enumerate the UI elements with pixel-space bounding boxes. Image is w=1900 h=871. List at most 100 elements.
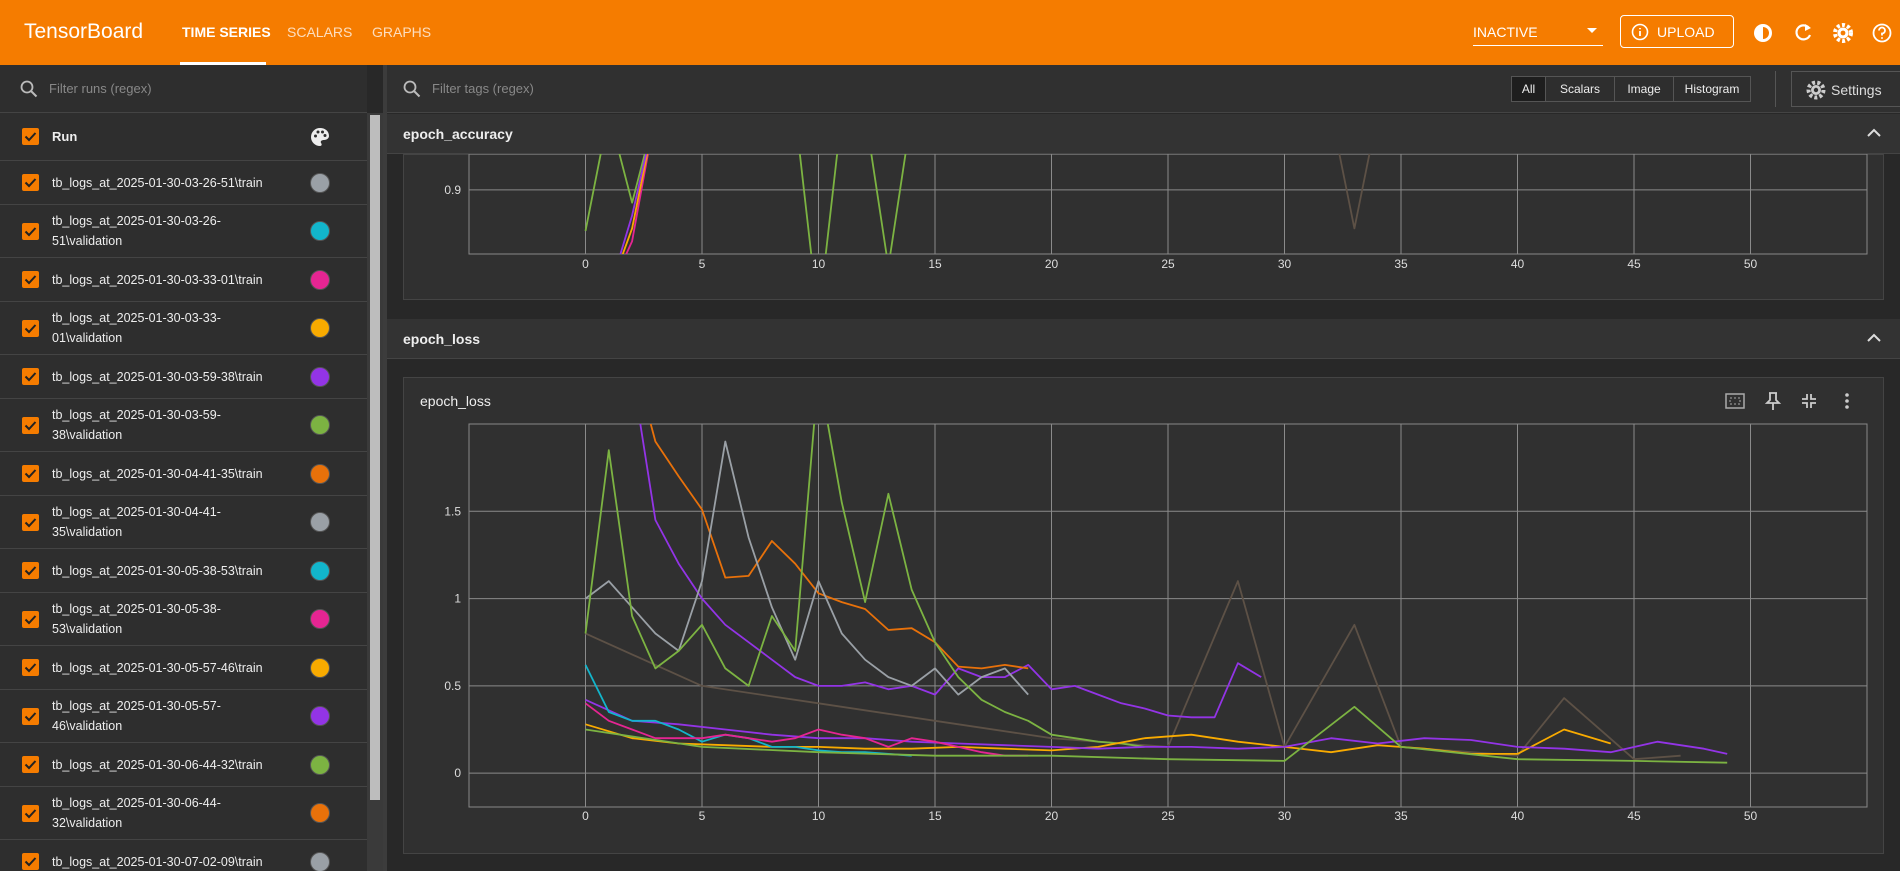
run-color[interactable] bbox=[310, 851, 330, 871]
checkbox-box bbox=[22, 319, 39, 337]
collapse-icon[interactable] bbox=[1867, 333, 1881, 343]
run-checkbox[interactable] bbox=[22, 610, 39, 628]
nav-tab[interactable]: TIME SERIES bbox=[182, 24, 271, 40]
upload-label: UPLOAD bbox=[1657, 24, 1715, 40]
run-row[interactable]: tb_logs_at_2025-01-30-04-41-35\train bbox=[0, 452, 367, 496]
x-tick-label: 0 bbox=[582, 257, 589, 271]
run-color[interactable] bbox=[310, 512, 330, 532]
run-row[interactable]: tb_logs_at_2025-01-30-03-33-01\validatio… bbox=[0, 302, 367, 355]
run-color[interactable] bbox=[310, 754, 330, 775]
run-name: tb_logs_at_2025-01-30-03-33-01\train bbox=[52, 272, 263, 287]
x-tick-label: 0 bbox=[582, 809, 589, 823]
filter-placeholder: Filter runs (regex) bbox=[49, 81, 152, 96]
status-dropdown[interactable]: INACTIVE bbox=[1473, 24, 1538, 40]
help-icon[interactable] bbox=[1872, 23, 1892, 43]
theme-icon[interactable] bbox=[1754, 24, 1772, 42]
search-icon bbox=[20, 80, 38, 98]
scrollbar-thumb[interactable] bbox=[370, 115, 380, 800]
run-row[interactable]: tb_logs_at_2025-01-30-03-26-51\train bbox=[0, 161, 367, 205]
run-color[interactable] bbox=[310, 366, 330, 387]
filter-tab[interactable]: Image bbox=[1614, 76, 1674, 102]
run-row[interactable]: tb_logs_at_2025-01-30-04-41-35\validatio… bbox=[0, 496, 367, 549]
run-row[interactable]: tb_logs_at_2025-01-30-05-57-46\validatio… bbox=[0, 690, 367, 743]
series-line bbox=[619, 154, 648, 254]
run-checkbox[interactable] bbox=[22, 853, 39, 870]
refresh-icon[interactable] bbox=[1795, 24, 1812, 41]
run-filter[interactable]: Filter runs (regex) bbox=[0, 65, 367, 113]
x-tick-label: 20 bbox=[1045, 257, 1059, 271]
separator bbox=[1775, 71, 1776, 107]
run-checkbox[interactable] bbox=[22, 562, 39, 579]
run-color[interactable] bbox=[310, 609, 330, 629]
run-color[interactable] bbox=[310, 706, 330, 726]
run-row[interactable]: tb_logs_at_2025-01-30-06-44-32\validatio… bbox=[0, 787, 367, 840]
run-checkbox[interactable] bbox=[22, 804, 39, 822]
filter-tab[interactable]: Histogram bbox=[1673, 76, 1751, 102]
run-color[interactable] bbox=[310, 463, 330, 484]
checkbox-check bbox=[24, 663, 37, 673]
checkbox-box bbox=[22, 756, 39, 773]
run-name: tb_logs_at_2025-01-30-04-41-35\validatio… bbox=[52, 505, 221, 539]
run-row[interactable]: tb_logs_at_2025-01-30-07-02-09\train bbox=[0, 840, 367, 871]
run-checkbox[interactable] bbox=[22, 659, 39, 676]
run-name: tb_logs_at_2025-01-30-05-38-53\train bbox=[52, 563, 263, 578]
filter-placeholder[interactable]: Filter tags (regex) bbox=[432, 81, 534, 96]
run-checkbox[interactable] bbox=[22, 368, 39, 385]
run-color[interactable] bbox=[310, 560, 330, 581]
run-checkbox[interactable] bbox=[22, 174, 39, 191]
x-tick-label: 10 bbox=[812, 809, 826, 823]
y-tick-label: 1 bbox=[454, 592, 461, 606]
run-checkbox[interactable] bbox=[22, 465, 39, 482]
more-icon[interactable] bbox=[1845, 393, 1849, 409]
run-checkbox[interactable] bbox=[22, 319, 39, 337]
run-row[interactable]: tb_logs_at_2025-01-30-03-26-51\validatio… bbox=[0, 205, 367, 258]
run-color[interactable] bbox=[310, 803, 330, 823]
x-tick-label: 25 bbox=[1161, 257, 1175, 271]
run-color[interactable] bbox=[310, 415, 330, 435]
toolbar-icons bbox=[1754, 23, 1892, 43]
run-color[interactable] bbox=[310, 221, 330, 241]
run-row[interactable]: tb_logs_at_2025-01-30-03-33-01\train bbox=[0, 258, 367, 302]
run-color[interactable] bbox=[310, 172, 330, 193]
run-row[interactable]: tb_logs_at_2025-01-30-05-57-46\train bbox=[0, 646, 367, 690]
pin-icon[interactable] bbox=[1764, 392, 1782, 410]
run-row[interactable]: tb_logs_at_2025-01-30-03-59-38\train bbox=[0, 355, 367, 399]
sidebar-scrollbar[interactable] bbox=[367, 113, 383, 871]
run-row[interactable]: tb_logs_at_2025-01-30-03-59-38\validatio… bbox=[0, 399, 367, 452]
run-checkbox[interactable] bbox=[22, 756, 39, 773]
palette-icon[interactable] bbox=[310, 127, 330, 147]
filter-tab[interactable]: All bbox=[1511, 76, 1546, 102]
collapse-icon[interactable] bbox=[1802, 394, 1816, 408]
checkbox-check bbox=[24, 178, 37, 188]
upload-button[interactable]: UPLOAD bbox=[1620, 15, 1734, 48]
run-color[interactable] bbox=[310, 657, 330, 678]
run-color[interactable] bbox=[310, 269, 330, 290]
run-checkbox[interactable] bbox=[22, 707, 39, 725]
checkbox-box bbox=[22, 610, 39, 628]
series-line bbox=[584, 154, 907, 254]
divider bbox=[383, 65, 387, 871]
nav-tab[interactable]: GRAPHS bbox=[372, 24, 432, 40]
series-line bbox=[585, 698, 1728, 755]
collapse-icon[interactable] bbox=[1867, 128, 1881, 138]
run-checkbox[interactable] bbox=[22, 222, 39, 240]
series-line bbox=[649, 424, 1029, 670]
y-tick-label: 0 bbox=[454, 766, 461, 780]
run-checkbox[interactable] bbox=[22, 416, 39, 434]
nav-tab[interactable]: SCALARS bbox=[287, 24, 353, 40]
run-checkbox[interactable] bbox=[22, 513, 39, 531]
group-header[interactable]: epoch_accuracy bbox=[387, 114, 1900, 154]
fit-icon[interactable] bbox=[1725, 393, 1745, 409]
select-all-checkbox[interactable] bbox=[22, 128, 39, 145]
settings-button[interactable]: Settings bbox=[1791, 71, 1900, 107]
app-title: TensorBoard bbox=[24, 20, 144, 43]
run-color[interactable] bbox=[310, 318, 330, 338]
run-row[interactable]: tb_logs_at_2025-01-30-05-38-53\validatio… bbox=[0, 593, 367, 646]
filter-tab[interactable]: Scalars bbox=[1545, 76, 1615, 102]
run-checkbox[interactable] bbox=[22, 271, 39, 288]
run-row[interactable]: tb_logs_at_2025-01-30-05-38-53\train bbox=[0, 549, 367, 593]
run-row[interactable]: tb_logs_at_2025-01-30-06-44-32\train bbox=[0, 743, 367, 787]
settings-icon[interactable] bbox=[1833, 23, 1853, 43]
group-header[interactable]: epoch_loss bbox=[387, 319, 1900, 359]
